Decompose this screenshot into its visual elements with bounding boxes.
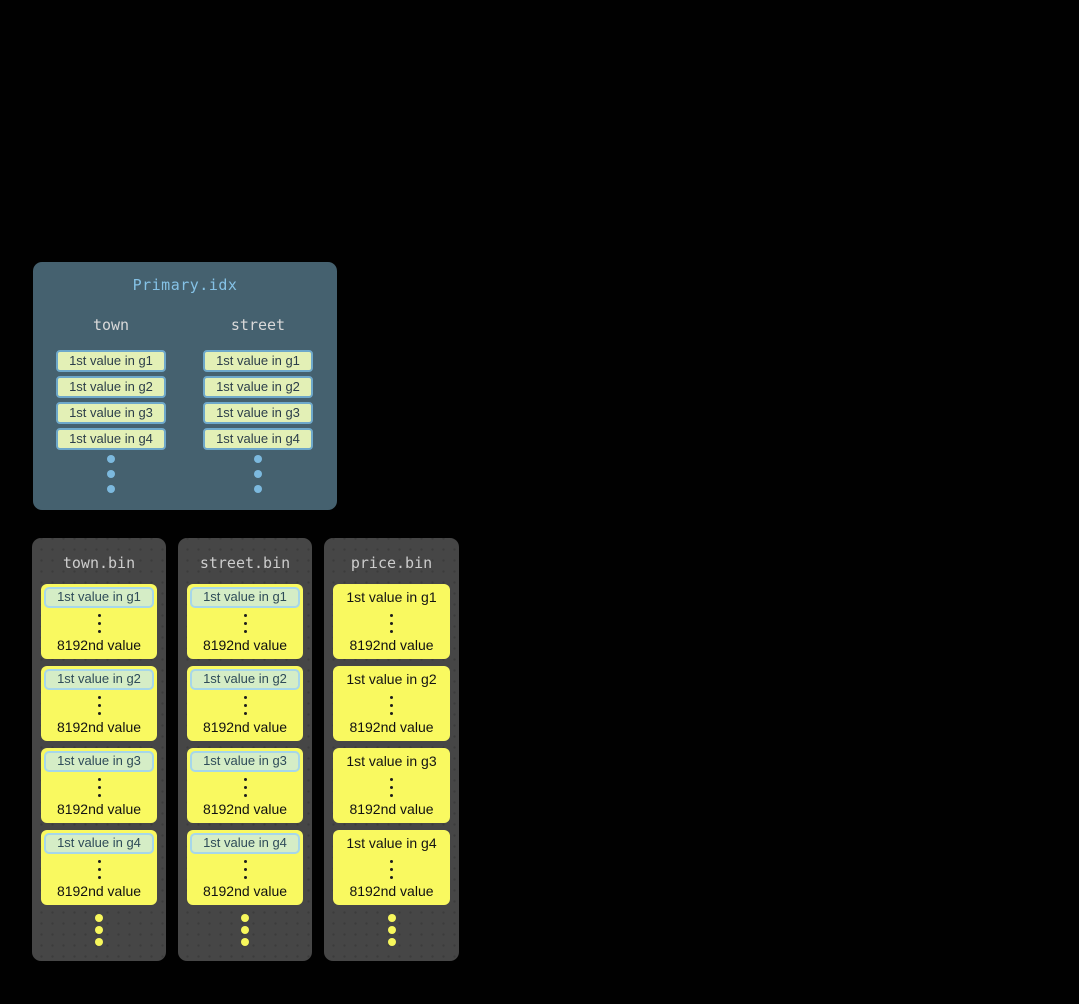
index-mark: 1st value in g3 — [203, 402, 313, 424]
granule-last-value: 8192nd value — [202, 719, 288, 735]
granule-first-value: 1st value in g1 — [346, 589, 437, 605]
column-header-street: street — [230, 316, 286, 334]
bin-panel-town: town.bin 1st value in g1 8192nd value 1s… — [32, 538, 166, 961]
vertical-ellipsis-dots — [333, 614, 450, 633]
vertical-ellipsis-dots — [32, 914, 166, 946]
granule-last-value: 8192nd value — [202, 637, 288, 653]
granule-blocks: 1st value in g1 8192nd value 1st value i… — [41, 584, 157, 905]
vertical-ellipsis-dots — [324, 914, 459, 946]
granule-first-value: 1st value in g3 — [346, 753, 437, 769]
granule-last-value: 8192nd value — [56, 719, 142, 735]
granule-block: 1st value in g1 8192nd value — [41, 584, 157, 659]
bin-panel-price: price.bin 1st value in g1 8192nd value 1… — [324, 538, 459, 961]
vertical-ellipsis-dots — [41, 696, 157, 715]
granule-first-value-highlighted: 1st value in g4 — [190, 833, 300, 854]
granule-last-value: 8192nd value — [349, 719, 434, 735]
vertical-ellipsis-dots — [333, 778, 450, 797]
granule-last-value: 8192nd value — [56, 637, 142, 653]
granule-block: 1st value in g1 8192nd value — [333, 584, 450, 659]
vertical-ellipsis-dots — [41, 778, 157, 797]
bin-panel-title: street.bin — [199, 554, 291, 572]
granule-block: 1st value in g1 8192nd value — [187, 584, 303, 659]
granule-block: 1st value in g2 8192nd value — [187, 666, 303, 741]
vertical-ellipsis-dots — [187, 860, 303, 879]
bin-panel-title: town.bin — [62, 554, 136, 572]
granule-last-value: 8192nd value — [349, 883, 434, 899]
index-mark: 1st value in g2 — [203, 376, 313, 398]
primary-column-street: street 1st value in g1 1st value in g2 1… — [203, 262, 313, 510]
vertical-ellipsis-dots — [56, 455, 166, 493]
granule-last-value: 8192nd value — [56, 883, 142, 899]
primary-column-town-entries: 1st value in g1 1st value in g2 1st valu… — [56, 350, 166, 454]
bin-panel-street: street.bin 1st value in g1 8192nd value … — [178, 538, 312, 961]
granule-last-value: 8192nd value — [349, 801, 434, 817]
granule-first-value-highlighted: 1st value in g4 — [44, 833, 154, 854]
vertical-ellipsis-dots — [187, 614, 303, 633]
granule-blocks: 1st value in g1 8192nd value 1st value i… — [187, 584, 303, 905]
vertical-ellipsis-dots — [178, 914, 312, 946]
index-mark: 1st value in g2 — [56, 376, 166, 398]
primary-panel-title: Primary.idx — [132, 276, 238, 294]
primary-column-town: town 1st value in g1 1st value in g2 1st… — [56, 262, 166, 510]
index-mark: 1st value in g1 — [56, 350, 166, 372]
index-mark: 1st value in g1 — [203, 350, 313, 372]
granule-block: 1st value in g3 8192nd value — [333, 748, 450, 823]
granule-first-value: 1st value in g2 — [346, 671, 437, 687]
column-header-town: town — [92, 316, 130, 334]
granule-last-value: 8192nd value — [56, 801, 142, 817]
vertical-ellipsis-dots — [333, 696, 450, 715]
granule-last-value: 8192nd value — [349, 637, 434, 653]
granule-first-value-highlighted: 1st value in g1 — [44, 587, 154, 608]
granule-first-value-highlighted: 1st value in g2 — [190, 669, 300, 690]
index-mark: 1st value in g3 — [56, 402, 166, 424]
index-mark: 1st value in g4 — [56, 428, 166, 450]
granule-block: 1st value in g4 8192nd value — [187, 830, 303, 905]
granule-last-value: 8192nd value — [202, 883, 288, 899]
granule-first-value-highlighted: 1st value in g2 — [44, 669, 154, 690]
granule-blocks: 1st value in g1 8192nd value 1st value i… — [333, 584, 450, 905]
granule-first-value: 1st value in g4 — [346, 835, 437, 851]
bin-panel-title: price.bin — [350, 554, 433, 572]
index-mark: 1st value in g4 — [203, 428, 313, 450]
granule-last-value: 8192nd value — [202, 801, 288, 817]
primary-index-panel: Primary.idx town 1st value in g1 1st val… — [33, 262, 337, 510]
vertical-ellipsis-dots — [203, 455, 313, 493]
granule-first-value-highlighted: 1st value in g1 — [190, 587, 300, 608]
primary-column-street-entries: 1st value in g1 1st value in g2 1st valu… — [203, 350, 313, 454]
granule-block: 1st value in g4 8192nd value — [41, 830, 157, 905]
vertical-ellipsis-dots — [187, 696, 303, 715]
vertical-ellipsis-dots — [41, 614, 157, 633]
vertical-ellipsis-dots — [41, 860, 157, 879]
granule-first-value-highlighted: 1st value in g3 — [44, 751, 154, 772]
vertical-ellipsis-dots — [333, 860, 450, 879]
granule-block: 1st value in g2 8192nd value — [333, 666, 450, 741]
granule-block: 1st value in g2 8192nd value — [41, 666, 157, 741]
granule-block: 1st value in g3 8192nd value — [187, 748, 303, 823]
granule-block: 1st value in g4 8192nd value — [333, 830, 450, 905]
granule-first-value-highlighted: 1st value in g3 — [190, 751, 300, 772]
vertical-ellipsis-dots — [187, 778, 303, 797]
granule-block: 1st value in g3 8192nd value — [41, 748, 157, 823]
